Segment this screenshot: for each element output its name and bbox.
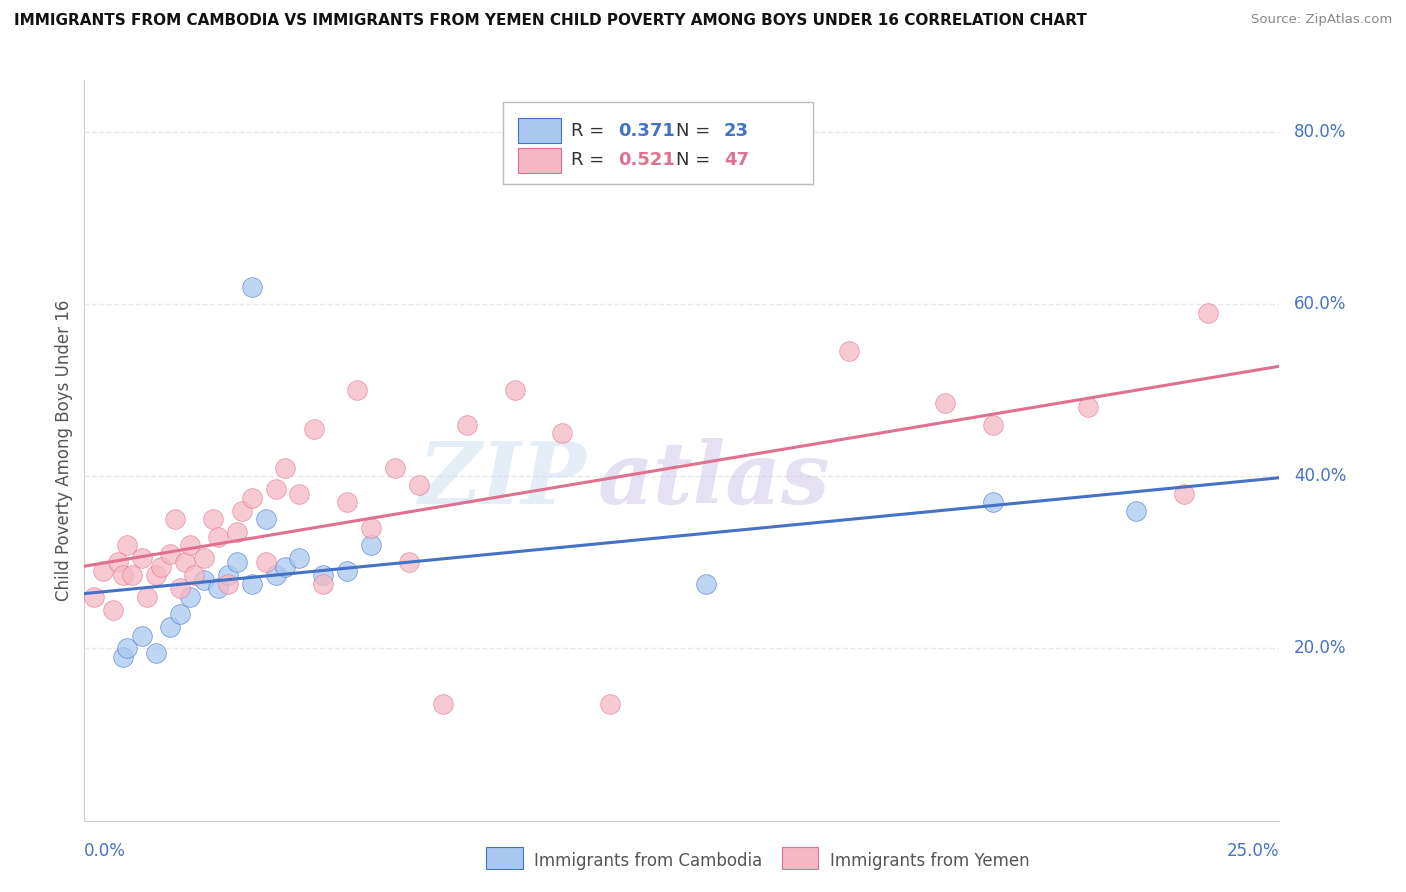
Point <box>131 551 153 566</box>
Text: 60.0%: 60.0% <box>1294 295 1346 313</box>
Point <box>312 568 335 582</box>
Point <box>1197 306 1219 320</box>
Text: 0.371: 0.371 <box>619 121 675 140</box>
Text: N =: N = <box>676 152 716 169</box>
Point <box>264 482 287 496</box>
Point <box>121 568 143 582</box>
Point <box>173 555 195 569</box>
Point <box>83 590 105 604</box>
Point <box>432 698 454 712</box>
Text: 0.0%: 0.0% <box>84 842 127 860</box>
Point <box>226 555 249 569</box>
Point <box>1173 486 1195 500</box>
Point <box>217 577 239 591</box>
Point <box>193 573 215 587</box>
Point <box>312 577 335 591</box>
Point <box>503 383 526 397</box>
Text: N =: N = <box>676 121 716 140</box>
Point <box>240 577 263 591</box>
Point <box>264 568 287 582</box>
Point <box>240 491 263 505</box>
Point <box>934 396 956 410</box>
Point <box>202 512 225 526</box>
Point <box>107 555 129 569</box>
Point <box>117 641 139 656</box>
Point <box>288 486 311 500</box>
Point <box>346 383 368 397</box>
Point <box>695 577 717 591</box>
Point <box>398 555 420 569</box>
Text: 80.0%: 80.0% <box>1294 123 1346 141</box>
Point <box>254 512 277 526</box>
Text: 20.0%: 20.0% <box>1294 640 1347 657</box>
Point <box>408 478 430 492</box>
Point <box>207 530 229 544</box>
Point <box>254 555 277 569</box>
Point <box>131 628 153 642</box>
Point <box>288 551 311 566</box>
Point <box>981 495 1004 509</box>
Point <box>159 547 181 561</box>
Text: Immigrants from Cambodia: Immigrants from Cambodia <box>534 852 762 870</box>
Text: 25.0%: 25.0% <box>1227 842 1279 860</box>
Text: 0.521: 0.521 <box>619 152 675 169</box>
Point <box>302 422 325 436</box>
Point <box>101 603 124 617</box>
Text: R =: R = <box>571 121 610 140</box>
Point <box>981 417 1004 432</box>
Point <box>117 538 139 552</box>
Point <box>183 568 205 582</box>
Point <box>193 551 215 566</box>
Point <box>551 426 574 441</box>
Point <box>149 559 172 574</box>
FancyBboxPatch shape <box>486 847 523 869</box>
Text: ZIP: ZIP <box>419 438 586 522</box>
Point <box>165 512 187 526</box>
Point <box>169 581 191 595</box>
Point <box>456 417 478 432</box>
Point <box>1125 504 1147 518</box>
Text: 47: 47 <box>724 152 749 169</box>
Point <box>93 564 115 578</box>
Point <box>159 620 181 634</box>
Point <box>169 607 191 621</box>
Point <box>179 538 201 552</box>
Point <box>179 590 201 604</box>
Text: R =: R = <box>571 152 610 169</box>
Point <box>384 460 406 475</box>
Point <box>599 698 621 712</box>
Text: IMMIGRANTS FROM CAMBODIA VS IMMIGRANTS FROM YEMEN CHILD POVERTY AMONG BOYS UNDER: IMMIGRANTS FROM CAMBODIA VS IMMIGRANTS F… <box>14 13 1087 29</box>
FancyBboxPatch shape <box>782 847 818 869</box>
Point <box>360 521 382 535</box>
Point <box>1077 401 1099 415</box>
Text: Immigrants from Yemen: Immigrants from Yemen <box>830 852 1029 870</box>
Text: 23: 23 <box>724 121 749 140</box>
Point <box>145 568 167 582</box>
Point <box>135 590 157 604</box>
FancyBboxPatch shape <box>519 118 561 144</box>
Y-axis label: Child Poverty Among Boys Under 16: Child Poverty Among Boys Under 16 <box>55 300 73 601</box>
Text: Source: ZipAtlas.com: Source: ZipAtlas.com <box>1251 13 1392 27</box>
Point <box>217 568 239 582</box>
Point <box>207 581 229 595</box>
Point <box>336 564 359 578</box>
Point <box>145 646 167 660</box>
Point <box>111 568 134 582</box>
Point <box>231 504 253 518</box>
Text: atlas: atlas <box>599 438 831 522</box>
Point <box>240 280 263 294</box>
Point <box>274 559 297 574</box>
FancyBboxPatch shape <box>503 103 814 184</box>
FancyBboxPatch shape <box>519 148 561 173</box>
Text: 40.0%: 40.0% <box>1294 467 1346 485</box>
Point <box>274 460 297 475</box>
Point <box>360 538 382 552</box>
Point <box>336 495 359 509</box>
Point <box>226 525 249 540</box>
Point <box>838 344 860 359</box>
Point <box>111 650 134 665</box>
